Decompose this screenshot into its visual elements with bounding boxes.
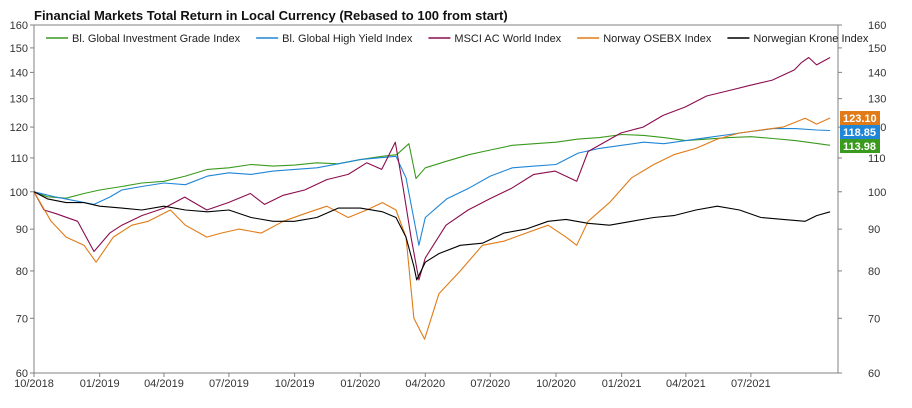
left-y-axis: 60 70 80 90 100 110 120 130 140 150 160 xyxy=(10,20,34,380)
x-tick-label: 07/2021 xyxy=(731,378,771,390)
x-tick-label: 10/2018 xyxy=(14,378,54,390)
legend-label-norwegian-krone-index: Norwegian Krone Index xyxy=(753,33,868,45)
x-axis: 10/2018 01/2019 04/2019 07/2019 10/2019 01/20… xyxy=(14,373,771,390)
series-lines xyxy=(33,56,831,340)
right-y-tick-label: 150 xyxy=(868,43,886,55)
series-line-bl-global-investment-grade-index xyxy=(33,133,831,199)
legend-label-bl-global-high-yield-index: Bl. Global High Yield Index xyxy=(282,33,413,45)
plot-border xyxy=(33,24,839,374)
end-label-bg-bl-global-investment-grade-index xyxy=(840,139,880,154)
end-label-bl-global-investment-grade-index: 113.98 xyxy=(843,141,876,153)
left-y-tick-label: 80 xyxy=(16,266,28,278)
x-tick-label: 04/2020 xyxy=(405,378,445,390)
end-label-bg-bl-global-high-yield-index xyxy=(840,125,880,140)
legend-label-msci-ac-world-index: MSCI AC World Index xyxy=(454,33,561,45)
right-y-tick-label: 160 xyxy=(868,20,886,32)
series-line-msci-ac-world-index xyxy=(33,56,831,281)
x-tick-label: 10/2020 xyxy=(536,378,576,390)
left-y-tick-label: 150 xyxy=(10,43,28,55)
left-y-tick-label: 120 xyxy=(10,122,28,134)
x-tick-label: 04/2021 xyxy=(666,378,706,390)
x-tick-label: 01/2021 xyxy=(602,378,642,390)
end-label-bg-norway-osebx-index xyxy=(840,111,880,126)
legend-label-norway-osebx-index: Norway OSEBX Index xyxy=(603,33,712,45)
right-y-tick-label: 80 xyxy=(868,266,880,278)
left-y-tick-label: 90 xyxy=(16,224,28,236)
x-tick-label: 01/2020 xyxy=(340,378,380,390)
x-tick-label: 01/2019 xyxy=(80,378,120,390)
left-y-tick-label: 160 xyxy=(10,20,28,32)
series-line-norway-osebx-index xyxy=(33,117,831,340)
end-label-bl-global-high-yield-index: 118.85 xyxy=(843,127,876,139)
left-y-tick-label: 140 xyxy=(10,67,28,79)
left-y-tick-label: 110 xyxy=(10,153,28,165)
end-value-labels: 123.10 118.85 113.98 xyxy=(840,111,880,154)
left-y-tick-label: 100 xyxy=(10,187,28,199)
end-label-norway-osebx-index: 123.10 xyxy=(843,113,877,125)
left-y-tick-label: 60 xyxy=(16,368,28,380)
series-line-norwegian-krone-index xyxy=(33,191,831,281)
plot-area xyxy=(33,24,839,374)
series-line-bl-global-high-yield-index xyxy=(33,128,831,246)
right-y-tick-label: 100 xyxy=(868,187,886,199)
left-y-tick-label: 70 xyxy=(16,313,28,325)
legend-label-bl-global-investment-grade-index: Bl. Global Investment Grade Index xyxy=(72,33,241,45)
right-y-tick-label: 130 xyxy=(868,94,886,106)
x-tick-label: 10/2019 xyxy=(275,378,315,390)
x-tick-label: 04/2019 xyxy=(144,378,184,390)
chart-title: Financial Markets Total Return in Local … xyxy=(34,8,508,23)
right-y-tick-label: 110 xyxy=(868,153,886,165)
x-tick-label: 07/2019 xyxy=(209,378,249,390)
right-y-tick-label: 70 xyxy=(868,313,880,325)
left-y-tick-label: 130 xyxy=(10,94,28,106)
right-y-tick-label: 90 xyxy=(868,224,880,236)
right-y-tick-label: 60 xyxy=(868,368,880,380)
legend: Bl. Global Investment Grade Index Bl. Glo… xyxy=(46,33,869,45)
right-y-tick-label: 140 xyxy=(868,67,886,79)
x-tick-label: 07/2020 xyxy=(470,378,510,390)
